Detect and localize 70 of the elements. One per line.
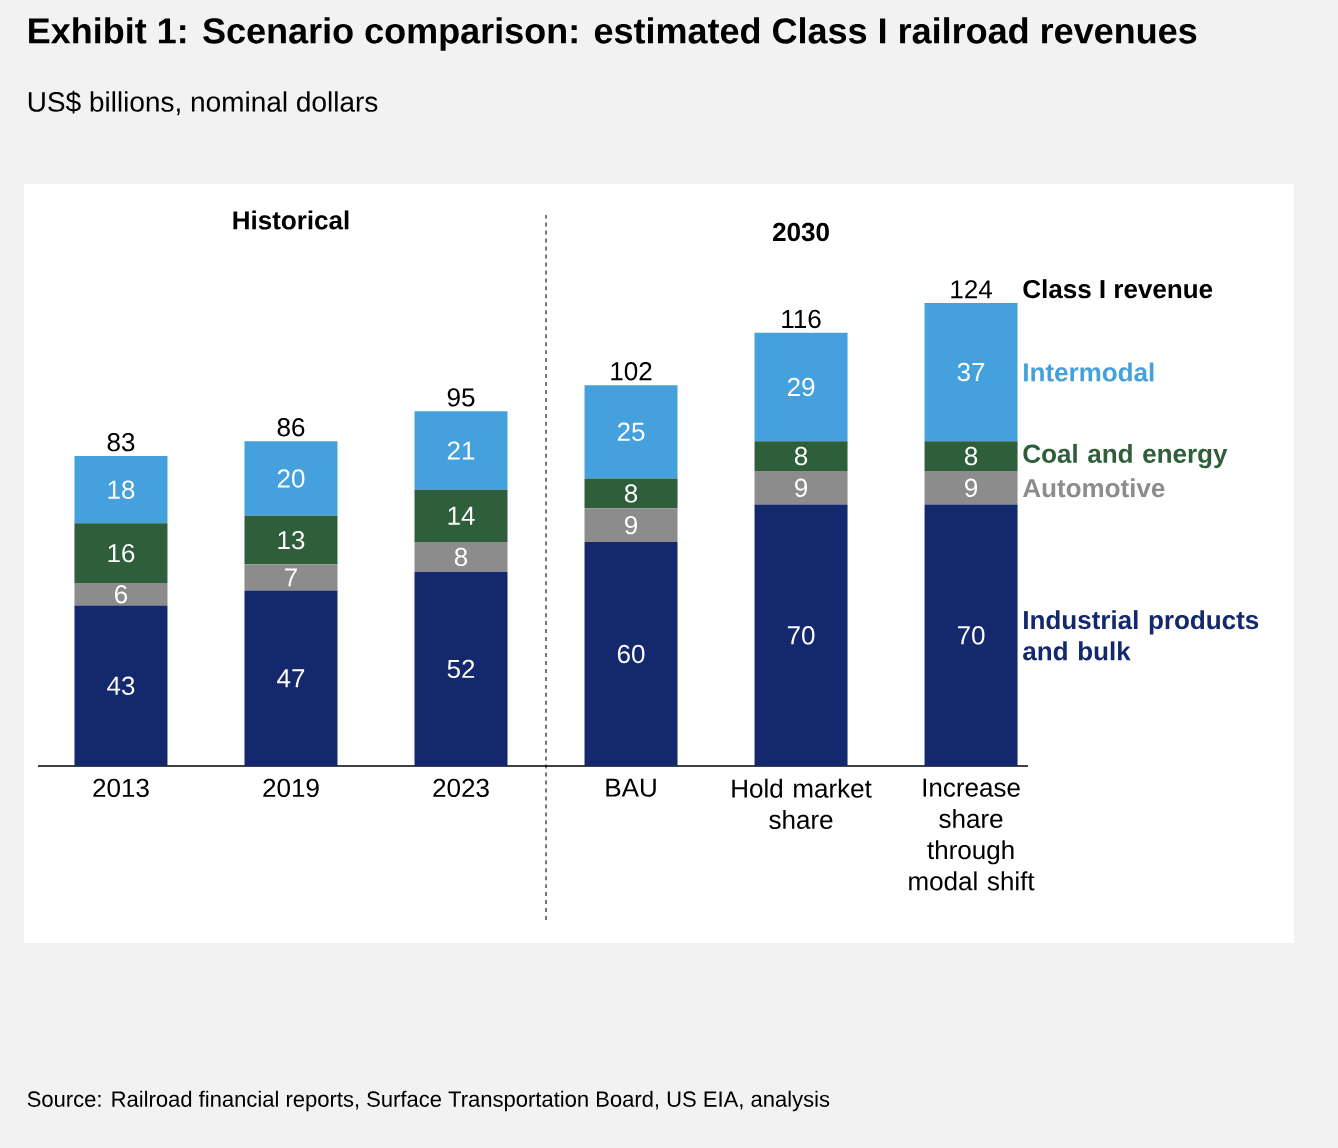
series-label: Intermodal xyxy=(1024,362,1154,382)
data-label: 18 xyxy=(108,480,135,499)
series-label: Coal and energy xyxy=(1023,443,1228,469)
data-label: 9 xyxy=(625,515,638,535)
data-label: 70 xyxy=(957,626,985,645)
series-label: Industrial products and bulk xyxy=(1023,610,1259,661)
data-label: 8 xyxy=(624,484,638,503)
bar xyxy=(924,471,1018,505)
data-label: 60 xyxy=(617,644,645,664)
bar xyxy=(74,523,168,584)
data-label: 7 xyxy=(285,568,297,587)
bar xyxy=(74,605,168,766)
bar xyxy=(584,541,678,766)
bar xyxy=(244,515,338,565)
data-label: 8 xyxy=(794,446,808,466)
data-label: 6 xyxy=(115,585,128,604)
total-label: 95 xyxy=(447,388,475,407)
data-label: 9 xyxy=(965,478,978,498)
x-tick-label: BAU xyxy=(606,778,656,797)
data-label: 20 xyxy=(277,469,305,488)
bar xyxy=(754,441,848,472)
data-label: 25 xyxy=(617,422,645,441)
data-label: 8 xyxy=(964,446,978,466)
source-note: Source: Railroad financial reports, Surface Transportation Board, US EIA, analysis xyxy=(27,1090,830,1112)
data-label: 21 xyxy=(447,441,475,460)
data-label: 47 xyxy=(277,669,305,688)
text: Class I revenue xyxy=(1023,279,1213,299)
bar xyxy=(584,478,678,509)
total-label: 124 xyxy=(951,280,992,299)
bar xyxy=(244,441,338,516)
bar xyxy=(754,471,848,505)
data-label: 8 xyxy=(454,547,468,567)
data-label: 52 xyxy=(447,659,475,679)
bar xyxy=(754,332,848,442)
bar xyxy=(414,489,508,542)
x-tick-label: 2019 xyxy=(263,778,319,798)
bar xyxy=(924,302,1018,442)
x-tick-label: 2023 xyxy=(433,778,489,798)
data-label: 13 xyxy=(278,530,305,550)
total-label: 83 xyxy=(107,432,135,452)
bar xyxy=(414,541,508,572)
data-label: 37 xyxy=(957,362,985,382)
chart-title: Exhibit 1: Scenario comparison: estimated Class I railroad revenues xyxy=(29,17,1197,51)
data-label: 29 xyxy=(787,377,815,397)
total-label: 86 xyxy=(277,418,305,437)
text: Historical xyxy=(233,210,349,230)
data-label: 9 xyxy=(795,478,808,498)
bar xyxy=(924,441,1018,472)
bar xyxy=(584,385,678,479)
bar xyxy=(924,504,1018,766)
data-label: 70 xyxy=(787,626,815,645)
data-label: 16 xyxy=(108,543,135,563)
x-tick-label: 2013 xyxy=(93,778,149,798)
x-tick-label: Hold market share xyxy=(732,778,872,829)
total-label: 102 xyxy=(611,362,652,381)
bar xyxy=(244,590,338,766)
total-label: 116 xyxy=(782,309,821,329)
series-label: Automotive xyxy=(1022,478,1165,498)
text: 2030 xyxy=(773,222,829,242)
bar xyxy=(414,411,508,490)
bar xyxy=(74,456,168,524)
data-label: 14 xyxy=(448,506,475,525)
x-tick-label: Increase share through modal shift xyxy=(909,778,1035,891)
chart-subtitle: US$ billions, nominal dollars xyxy=(28,90,378,116)
bar xyxy=(74,583,168,606)
bar xyxy=(584,508,678,542)
data-label: 43 xyxy=(107,676,135,695)
bar xyxy=(754,504,848,766)
bar xyxy=(414,571,508,766)
bar xyxy=(244,564,338,591)
